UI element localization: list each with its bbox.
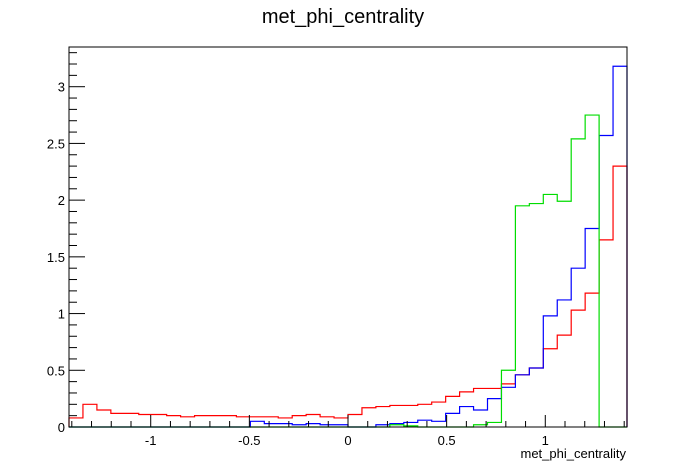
x-tick-label: 1 [542, 433, 549, 448]
plot-frame [68, 46, 628, 428]
y-tick-label: 0 [58, 420, 65, 435]
series-line-1 [69, 65, 628, 428]
y-tick-label: 2 [58, 193, 65, 208]
x-tick-label: -1 [145, 433, 157, 448]
chart-title: met_phi_centrality [262, 6, 424, 28]
x-tick-label: 0.5 [438, 433, 456, 448]
series-layer [68, 65, 628, 428]
series-line-0 [68, 165, 628, 427]
x-tick-label: 0 [344, 433, 351, 448]
y-tick-label: 1 [58, 307, 65, 322]
x-tick-label: -0.5 [238, 433, 260, 448]
y-tick-label: 3 [58, 80, 65, 95]
y-tick-label: 2.5 [47, 136, 65, 151]
y-tick-label: 1.5 [47, 250, 65, 265]
x-axis-label: met_phi_centrality [521, 446, 627, 461]
series-line-2 [69, 114, 627, 428]
axes-layer: -1 -0.5 0 0.5 1 0 0.5 1 1.5 2 2.5 3 [47, 52, 625, 448]
y-tick-label: 0.5 [47, 363, 65, 378]
